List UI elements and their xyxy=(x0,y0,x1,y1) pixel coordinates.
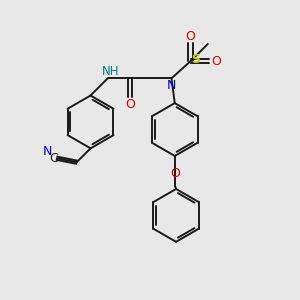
Text: N: N xyxy=(43,145,52,158)
Text: NH: NH xyxy=(102,65,119,78)
Text: O: O xyxy=(186,30,196,43)
Text: C: C xyxy=(49,152,58,165)
Text: N: N xyxy=(167,79,176,92)
Text: O: O xyxy=(170,167,180,180)
Text: O: O xyxy=(125,98,135,111)
Text: S: S xyxy=(191,53,200,66)
Text: O: O xyxy=(211,55,221,68)
